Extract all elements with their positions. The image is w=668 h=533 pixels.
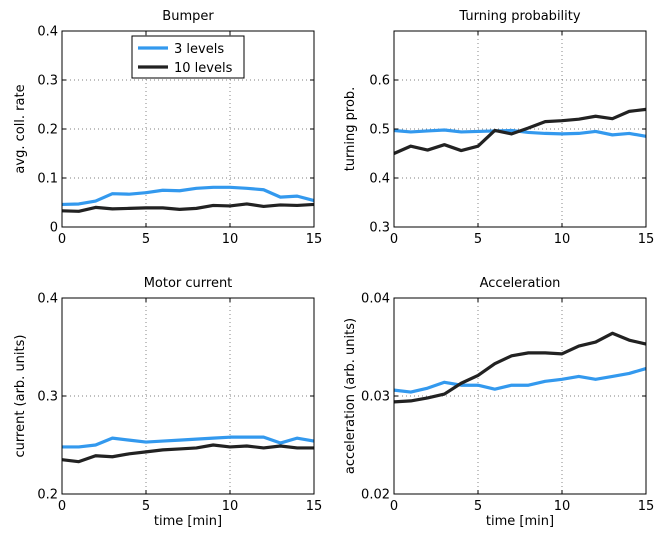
bumper-legend-label-1: 10 levels (174, 61, 233, 76)
bumper-chart: 0 5 10 15 0 0.1 0.2 0.3 0.4 Bumper avg. coll. rate… (13, 9, 322, 247)
acceleration-xtick-label-3: 15 (638, 499, 655, 514)
bumper-ylabel: avg. coll. rate (13, 84, 28, 173)
acceleration-ytick-label-1: 0.03 (361, 390, 390, 405)
bumper-xtick-label-1: 5 (142, 232, 150, 247)
bumper-legend: 3 levels 10 levels (131, 35, 245, 79)
acceleration-chart: 0 5 10 15 0.02 0.03 0.04 Acceleration accelerati… (343, 276, 654, 529)
acceleration-xtick-label-1: 5 (474, 499, 482, 514)
motor-current-xtick-label-2: 10 (222, 499, 239, 514)
bumper-legend-box (131, 35, 245, 79)
acceleration-ytick-label-2: 0.04 (361, 292, 390, 307)
turning-probability-ytick-label-3: 0.6 (369, 74, 390, 89)
turning-probability-ytick-label-1: 0.4 (369, 172, 390, 187)
turning-probability-ytick-label-0: 0.3 (369, 221, 390, 236)
turning-probability-xtick-label-0: 0 (390, 232, 398, 247)
acceleration-series-10-levels-line (393, 331, 647, 404)
turning-probability-title: Turning probability (458, 9, 580, 24)
turning-probability-ylabel: turning prob. (343, 87, 358, 172)
acceleration-ytick-label-0: 0.02 (361, 488, 390, 503)
acceleration-xtick-label-0: 0 (390, 499, 398, 514)
turning-probability-chart: 0 5 10 15 0.3 0.4 0.5 0.6 Turning probability tur… (343, 9, 654, 247)
turning-probability-xtick-label-2: 10 (554, 232, 571, 247)
acceleration-ylabel: acceleration (arb. units) (343, 318, 358, 474)
acceleration-xlabel: time [min] (486, 514, 554, 529)
acceleration-xtick-label-2: 10 (554, 499, 571, 514)
motor-current-ytick-label-1: 0.3 (37, 390, 58, 405)
bumper-xtick-label-0: 0 (58, 232, 66, 247)
bumper-ytick-label-3: 0.3 (37, 74, 58, 89)
bumper-ytick-label-4: 0.4 (37, 25, 58, 40)
motor-current-series-10-levels-line (61, 443, 314, 464)
motor-current-chart: 0 5 10 15 0.2 0.3 0.4 Motor current current (arb… (13, 276, 322, 529)
motor-current-ylabel: current (arb. units) (13, 335, 28, 458)
motor-current-ytick-label-2: 0.4 (37, 292, 58, 307)
bumper-xtick-label-3: 15 (306, 232, 323, 247)
motor-current-xtick-label-1: 5 (142, 499, 150, 514)
bumper-series-10-levels-line (61, 202, 315, 213)
motor-current-xtick-label-0: 0 (58, 499, 66, 514)
motor-current-xlabel: time [min] (154, 514, 222, 529)
turning-probability-xtick-label-3: 15 (638, 232, 655, 247)
acceleration-title: Acceleration (480, 276, 561, 291)
bumper-ytick-label-0: 0 (50, 221, 58, 236)
bumper-title: Bumper (162, 9, 214, 24)
bumper-ytick-label-1: 0.1 (37, 172, 58, 187)
motor-current-xtick-label-3: 15 (306, 499, 323, 514)
bumper-series-3-levels-line (61, 185, 315, 207)
turning-probability-xtick-label-1: 5 (474, 232, 482, 247)
bumper-xtick-label-2: 10 (222, 232, 239, 247)
turning-probability-ytick-label-2: 0.5 (369, 123, 390, 138)
acceleration-series-3-levels-line (393, 367, 647, 394)
motor-current-ytick-label-0: 0.2 (37, 488, 58, 503)
bumper-legend-label-0: 3 levels (174, 42, 224, 57)
motor-current-series-3-levels-line (62, 435, 315, 449)
motor-current-title: Motor current (144, 276, 233, 291)
bumper-ytick-label-2: 0.2 (37, 123, 58, 138)
turning-probability-series-10-levels-line (393, 107, 647, 155)
